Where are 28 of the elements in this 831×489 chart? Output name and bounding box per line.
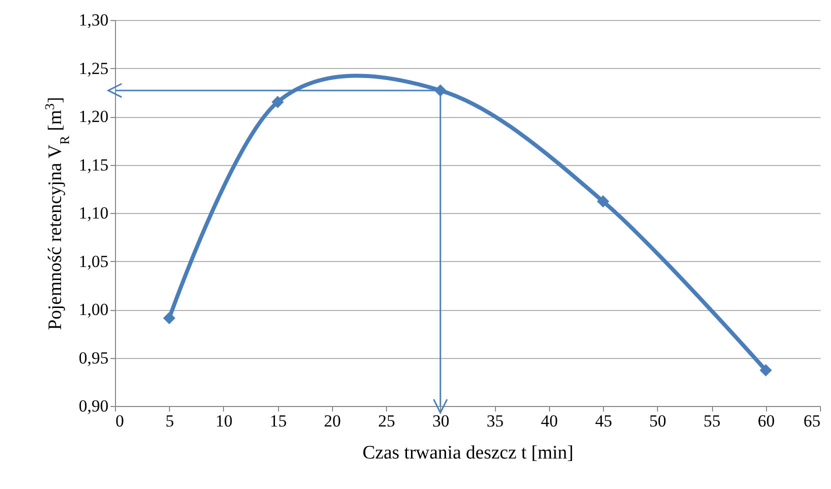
y-tick-label: 0,90	[78, 396, 108, 416]
point	[272, 96, 284, 108]
y-tick-label: 1,10	[78, 204, 108, 222]
x-tick-label: 0	[116, 412, 124, 430]
y-tick-label: 0,95	[78, 348, 108, 368]
y-tick-label: 1,20	[78, 107, 108, 126]
x-tick-label: 30	[432, 412, 450, 430]
point	[163, 312, 176, 324]
x-axis-title: Czas trwania deszcz t [min]	[362, 442, 574, 464]
x-tick-label: 15	[270, 412, 287, 430]
x-tick-label: 55	[704, 412, 721, 430]
y-tick-label: 1,15	[78, 155, 108, 174]
x-tick-label: 40	[540, 412, 558, 430]
x-tick-label: 35	[486, 412, 504, 430]
point	[596, 195, 610, 208]
y-tick-label: 1,00	[78, 300, 108, 319]
x-tick-label: 45	[595, 412, 612, 430]
x-tick-label: 65	[804, 412, 820, 430]
x-tick-label: 10	[215, 412, 232, 430]
x-tick-label: 5	[165, 412, 174, 430]
x-tick-label: 60	[758, 412, 775, 430]
y-tick-label: 1,30	[78, 10, 108, 30]
y-tick-label: 1,05	[78, 252, 108, 271]
point	[760, 364, 772, 376]
x-tick-label: 20	[324, 412, 341, 430]
y-tick-label: 1,25	[78, 58, 108, 78]
x-tick-label: 50	[649, 412, 666, 430]
x-tick-label: 25	[378, 412, 396, 430]
